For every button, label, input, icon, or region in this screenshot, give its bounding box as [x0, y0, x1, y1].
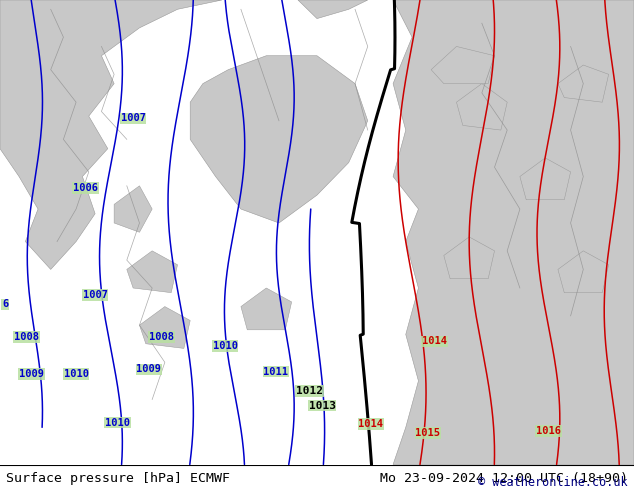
- Polygon shape: [431, 47, 495, 84]
- Polygon shape: [114, 186, 152, 232]
- Polygon shape: [139, 307, 190, 348]
- Polygon shape: [558, 65, 609, 102]
- Text: Surface pressure [hPa] ECMWF: Surface pressure [hPa] ECMWF: [6, 472, 230, 485]
- Polygon shape: [558, 251, 609, 293]
- Text: 1013: 1013: [309, 400, 335, 411]
- Text: 1010: 1010: [105, 417, 130, 428]
- Text: 1014: 1014: [358, 419, 384, 429]
- Polygon shape: [241, 288, 292, 330]
- Polygon shape: [444, 237, 495, 279]
- Text: 6: 6: [2, 299, 8, 309]
- Text: 1008: 1008: [149, 332, 174, 342]
- Text: 1008: 1008: [14, 332, 39, 342]
- Polygon shape: [0, 0, 222, 270]
- Text: 1011: 1011: [263, 367, 288, 377]
- Text: 1014: 1014: [422, 337, 447, 346]
- Polygon shape: [190, 56, 368, 223]
- Text: 1007: 1007: [120, 114, 146, 123]
- Text: 1007: 1007: [82, 290, 108, 300]
- Polygon shape: [456, 84, 507, 130]
- Text: © weatheronline.co.uk: © weatheronline.co.uk: [478, 476, 628, 489]
- Text: 1012: 1012: [296, 386, 323, 396]
- Polygon shape: [127, 251, 178, 293]
- Text: Mo 23-09-2024 12:00 UTC (18+90): Mo 23-09-2024 12:00 UTC (18+90): [380, 472, 628, 485]
- Polygon shape: [520, 158, 571, 200]
- Text: 1010: 1010: [63, 369, 89, 379]
- Text: 1009: 1009: [19, 369, 44, 379]
- Text: 1009: 1009: [136, 364, 162, 374]
- Polygon shape: [393, 0, 634, 465]
- Text: 1010: 1010: [212, 341, 238, 351]
- Polygon shape: [298, 0, 368, 19]
- Text: 1016: 1016: [536, 426, 561, 436]
- Text: 1006: 1006: [73, 183, 98, 193]
- Text: 1015: 1015: [415, 428, 441, 438]
